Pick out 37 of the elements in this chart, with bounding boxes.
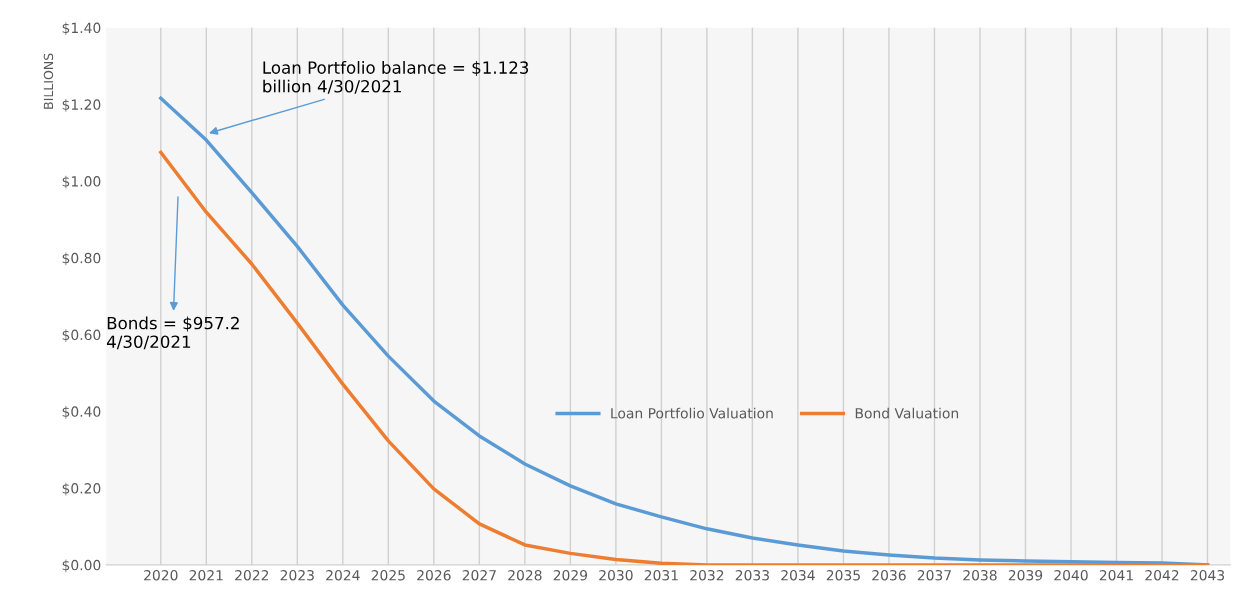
y-axis-title: BILLIONS (43, 53, 54, 109)
x-tick-label: 2042 (1145, 569, 1179, 581)
y-tick-label: $1.20 (62, 99, 101, 112)
x-tick-label: 2028 (508, 569, 542, 581)
x-tick-label: 2020 (144, 569, 178, 581)
y-tick-label: $0.20 (62, 482, 101, 496)
legend-label: Bond Valuation (855, 407, 959, 419)
y-tick-label: $0.60 (62, 329, 101, 342)
y-tick-label: $0.40 (62, 406, 101, 419)
annotation: Loan Portfolio balance = $1.123 billion 4/30/2021 (263, 60, 529, 94)
legend-label: Loan Portfolio Valuation (611, 407, 773, 419)
x-tick-label: 2022 (235, 569, 269, 581)
x-tick-label: 2021 (189, 569, 223, 581)
x-tick-label: 2026 (417, 569, 451, 581)
x-tick-label: 2034 (781, 569, 815, 581)
y-tick-label: $0.80 (62, 252, 101, 266)
x-tick-label: 2035 (826, 569, 860, 581)
x-tick-label: 2027 (462, 569, 496, 581)
x-tick-label: 2025 (371, 569, 405, 581)
y-tick-label: $0.00 (62, 559, 101, 573)
x-tick-label: 2031 (644, 569, 678, 581)
x-tick-label: 2033 (735, 569, 769, 581)
x-tick-label: 2036 (872, 569, 906, 581)
x-tick-label: 2024 (326, 569, 360, 581)
x-tick-label: 2043 (1190, 569, 1225, 581)
annotation: Bonds = $957.2 4/30/2021 (106, 316, 239, 350)
x-tick-label: 2023 (280, 569, 314, 581)
x-tick-label: 2037 (917, 569, 951, 581)
x-tick-label: 2041 (1099, 569, 1133, 581)
x-tick-label: 2040 (1054, 569, 1088, 581)
y-tick-label: $1.40 (62, 22, 101, 35)
x-tick-label: 2039 (1008, 569, 1043, 581)
x-tick-label: 2030 (599, 569, 633, 581)
x-tick-label: 2029 (553, 569, 588, 581)
x-tick-label: 2032 (690, 569, 724, 581)
y-tick-label: $1.00 (62, 175, 101, 189)
x-tick-label: 2038 (963, 569, 997, 581)
